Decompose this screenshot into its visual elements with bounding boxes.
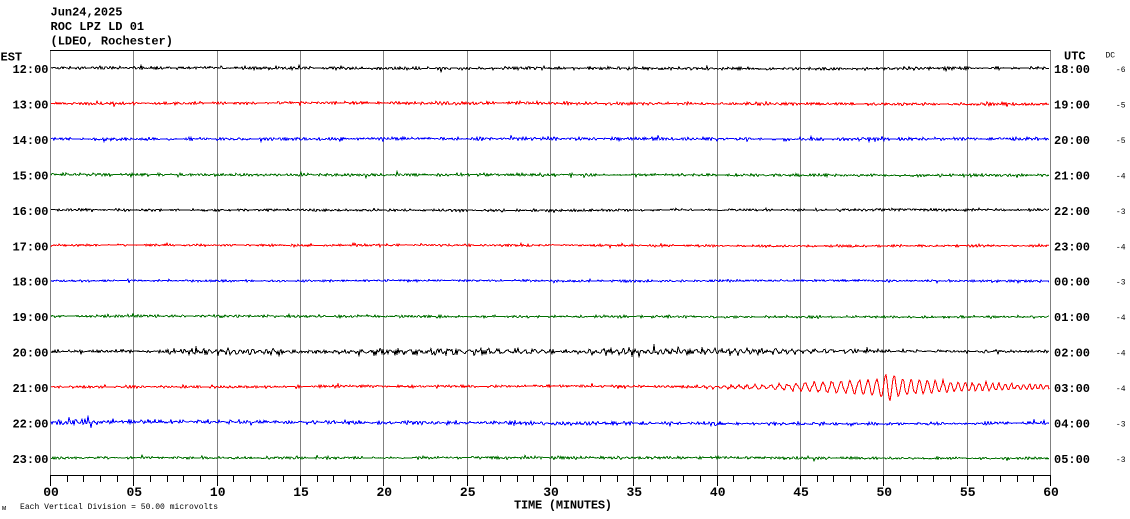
svg-text:22:00: 22:00 bbox=[1054, 205, 1090, 219]
svg-text:23:00: 23:00 bbox=[1054, 240, 1090, 254]
svg-text:-4: -4 bbox=[1116, 350, 1126, 359]
svg-text:04:00: 04:00 bbox=[1054, 418, 1090, 432]
svg-text:Each Vertical Division = 50: Each Vertical Division = 50.00 microvolt… bbox=[20, 503, 218, 512]
svg-text:(LDEO, Rochester): (LDEO, Rochester) bbox=[51, 35, 173, 49]
svg-text:30: 30 bbox=[543, 485, 559, 500]
svg-text:-6: -6 bbox=[1116, 66, 1126, 75]
svg-text:19:00: 19:00 bbox=[12, 311, 48, 325]
svg-text:03:00: 03:00 bbox=[1054, 382, 1090, 396]
svg-text:-4: -4 bbox=[1116, 314, 1126, 323]
svg-text:Jun24,2025: Jun24,2025 bbox=[51, 6, 123, 20]
svg-text:18:00: 18:00 bbox=[1054, 63, 1090, 77]
svg-text:25: 25 bbox=[460, 485, 476, 500]
svg-text:50: 50 bbox=[876, 485, 892, 500]
svg-text:20:00: 20:00 bbox=[12, 347, 48, 361]
svg-text:23:00: 23:00 bbox=[12, 453, 48, 467]
svg-text:40: 40 bbox=[710, 485, 726, 500]
svg-text:10: 10 bbox=[210, 485, 226, 500]
svg-text:-4: -4 bbox=[1116, 385, 1126, 394]
svg-text:-3: -3 bbox=[1116, 279, 1126, 288]
svg-text:15:00: 15:00 bbox=[12, 169, 48, 183]
svg-text:-5: -5 bbox=[1116, 102, 1126, 111]
svg-text:UTC: UTC bbox=[1064, 50, 1086, 64]
svg-text:22:00: 22:00 bbox=[12, 418, 48, 432]
svg-text:EST: EST bbox=[1, 51, 23, 65]
svg-text:20: 20 bbox=[376, 485, 392, 500]
svg-text:00: 00 bbox=[43, 485, 59, 500]
svg-text:15: 15 bbox=[293, 485, 309, 500]
svg-text:18:00: 18:00 bbox=[12, 276, 48, 290]
svg-text:12:00: 12:00 bbox=[12, 63, 48, 77]
svg-text:35: 35 bbox=[626, 485, 642, 500]
svg-text:02:00: 02:00 bbox=[1054, 347, 1090, 361]
svg-text:17:00: 17:00 bbox=[12, 240, 48, 254]
svg-text:TIME (MINUTES): TIME (MINUTES) bbox=[514, 499, 612, 513]
svg-text:-3: -3 bbox=[1116, 208, 1126, 217]
svg-text:55: 55 bbox=[960, 485, 976, 500]
svg-text:01:00: 01:00 bbox=[1054, 311, 1090, 325]
svg-text:21:00: 21:00 bbox=[1054, 169, 1090, 183]
svg-text:16:00: 16:00 bbox=[12, 205, 48, 219]
svg-text:00:00: 00:00 bbox=[1054, 276, 1090, 290]
svg-text:05: 05 bbox=[126, 485, 142, 500]
svg-text:-4: -4 bbox=[1116, 172, 1126, 181]
svg-text:20:00: 20:00 bbox=[1054, 134, 1090, 148]
svg-text:60: 60 bbox=[1043, 485, 1059, 500]
svg-text:DC: DC bbox=[1106, 52, 1116, 61]
svg-text:-5: -5 bbox=[1116, 137, 1126, 146]
svg-text:21:00: 21:00 bbox=[12, 382, 48, 396]
svg-text:-3: -3 bbox=[1116, 456, 1126, 465]
svg-text:ROC LPZ LD 01: ROC LPZ LD 01 bbox=[51, 20, 145, 34]
svg-text:19:00: 19:00 bbox=[1054, 99, 1090, 113]
svg-text:05:00: 05:00 bbox=[1054, 453, 1090, 467]
svg-text:13:00: 13:00 bbox=[12, 99, 48, 113]
svg-text:14:00: 14:00 bbox=[12, 134, 48, 148]
svg-text:м: м bbox=[2, 505, 6, 513]
svg-text:-3: -3 bbox=[1116, 421, 1126, 430]
svg-text:45: 45 bbox=[793, 485, 809, 500]
svg-text:-4: -4 bbox=[1116, 243, 1126, 252]
